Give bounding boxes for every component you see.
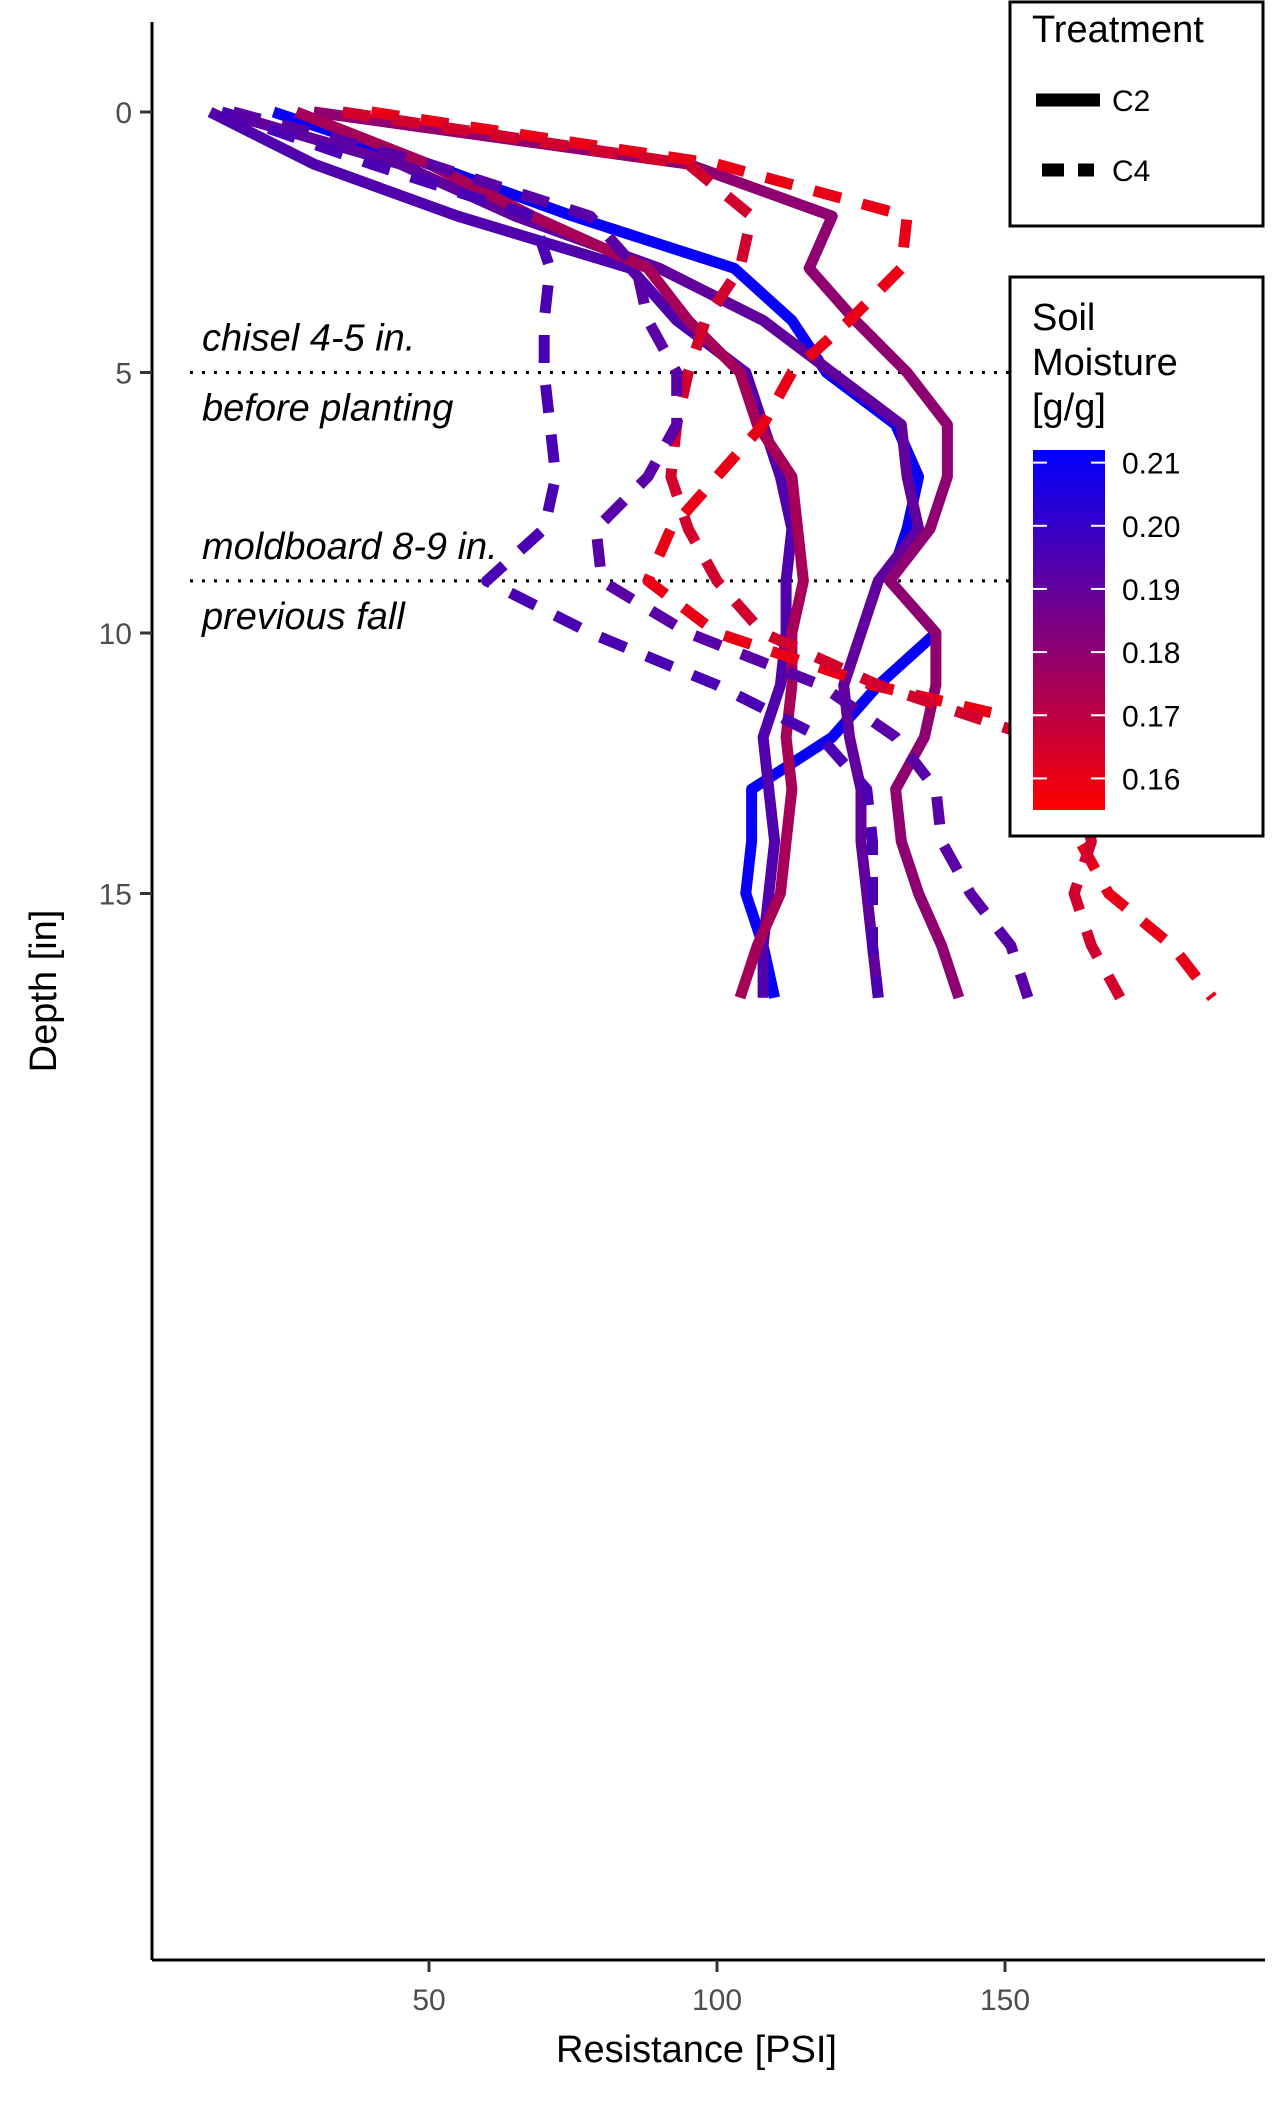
series-line-c2 [313, 106, 965, 1000]
annotation-above: moldboard 8-9 in. [202, 526, 498, 568]
annotation-above: chisel 4-5 in. [202, 318, 415, 360]
moisture-legend-title: Soil [1032, 297, 1095, 339]
series-line-c4 [231, 106, 1034, 1000]
series-line-c4 [219, 106, 884, 999]
annotations: chisel 4-5 in. before planting moldboard 8… [201, 318, 498, 638]
series-line-c2 [207, 107, 798, 998]
axes: 50 100 150 0 5 10 15 Resistance [PSI] Depth [in] [23, 22, 1265, 2071]
annotation-below: previous fall [201, 596, 406, 638]
x-tick-label: 100 [692, 1984, 742, 2017]
y-tick-label: 10 [99, 618, 132, 651]
colorbar-tick-label: 0.20 [1122, 511, 1180, 544]
series-layer [207, 106, 1217, 1002]
moisture-legend-title: [g/g] [1032, 387, 1106, 429]
colorbar-tick-label: 0.16 [1122, 763, 1180, 796]
treatment-legend: Treatment C2 C4 [1008, 0, 1265, 228]
moisture-legend-title: Moisture [1032, 342, 1178, 384]
annotation-below: before planting [202, 388, 453, 430]
colorbar-tick-label: 0.21 [1122, 448, 1180, 481]
treatment-legend-label: C4 [1112, 155, 1150, 188]
colorbar-tick-label: 0.19 [1122, 574, 1180, 607]
x-tick-label: 150 [980, 1984, 1030, 2017]
series-line-c2 [294, 106, 809, 1000]
y-axis-title: Depth [in] [23, 910, 65, 1073]
colorbar-tick-label: 0.17 [1122, 700, 1180, 733]
treatment-legend-label: C2 [1112, 85, 1150, 118]
treatment-legend-title: Treatment [1032, 9, 1204, 51]
colorbar-tick-label: 0.18 [1122, 637, 1180, 670]
y-tick-label: 0 [115, 97, 132, 130]
x-axis-title: Resistance [PSI] [556, 2029, 837, 2071]
y-tick-label: 5 [115, 358, 132, 391]
x-tick-label: 50 [412, 1984, 445, 2017]
y-tick-label: 15 [99, 879, 132, 912]
moisture-colorbar [1033, 450, 1105, 810]
series-line-c4 [341, 106, 1126, 1001]
treatment-legend-box [1008, 0, 1265, 228]
